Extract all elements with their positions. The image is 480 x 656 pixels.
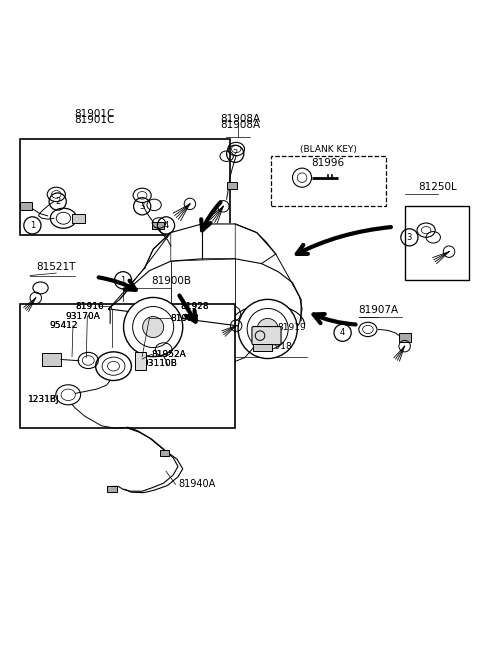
Bar bbox=[108, 486, 117, 493]
Text: 81940A: 81940A bbox=[178, 479, 215, 489]
Text: 81250L: 81250L bbox=[419, 182, 457, 192]
Text: 95412: 95412 bbox=[49, 321, 78, 330]
Circle shape bbox=[257, 318, 278, 339]
Text: 1231BJ: 1231BJ bbox=[28, 395, 59, 404]
Text: 93110B: 93110B bbox=[142, 359, 177, 368]
Text: 81916: 81916 bbox=[75, 302, 104, 311]
Bar bbox=[152, 222, 164, 229]
Text: 93110B: 93110B bbox=[142, 359, 177, 368]
Text: 1: 1 bbox=[30, 221, 35, 230]
Text: 1231BJ: 1231BJ bbox=[28, 395, 59, 404]
Text: 81908A: 81908A bbox=[220, 113, 260, 124]
Text: 81901C: 81901C bbox=[74, 110, 115, 119]
Bar bbox=[135, 352, 145, 370]
Text: 81916: 81916 bbox=[75, 302, 104, 311]
Circle shape bbox=[238, 299, 297, 359]
Text: 81958: 81958 bbox=[171, 314, 200, 323]
FancyBboxPatch shape bbox=[252, 327, 281, 344]
Bar bbox=[399, 333, 410, 342]
Text: 81521T: 81521T bbox=[36, 262, 76, 272]
Bar bbox=[227, 182, 237, 190]
Text: 81952A: 81952A bbox=[152, 350, 186, 359]
Text: 4: 4 bbox=[340, 328, 345, 337]
Polygon shape bbox=[144, 224, 276, 272]
Circle shape bbox=[123, 297, 183, 357]
Text: 81952A: 81952A bbox=[152, 350, 186, 359]
Polygon shape bbox=[109, 259, 302, 332]
Text: 81958: 81958 bbox=[171, 314, 200, 323]
Bar bbox=[72, 215, 85, 223]
Text: 3: 3 bbox=[140, 202, 145, 211]
Text: 81996: 81996 bbox=[312, 158, 345, 169]
Text: 93170A: 93170A bbox=[66, 312, 101, 321]
Text: 81901C: 81901C bbox=[74, 115, 115, 125]
Text: 2: 2 bbox=[55, 197, 60, 206]
Text: 81908A: 81908A bbox=[220, 120, 260, 130]
Text: 1: 1 bbox=[120, 276, 126, 285]
Bar bbox=[21, 304, 235, 428]
Text: 3: 3 bbox=[407, 233, 412, 242]
Text: 81928: 81928 bbox=[180, 302, 209, 311]
Bar bbox=[20, 202, 32, 210]
Bar bbox=[42, 353, 61, 366]
Circle shape bbox=[143, 317, 164, 338]
Text: 81928: 81928 bbox=[180, 302, 209, 311]
Bar bbox=[160, 450, 169, 456]
Text: 93170A: 93170A bbox=[66, 312, 101, 321]
Bar bbox=[253, 344, 273, 351]
Text: 81919: 81919 bbox=[277, 323, 306, 333]
Text: (BLANK KEY): (BLANK KEY) bbox=[300, 144, 357, 154]
Bar bbox=[271, 156, 385, 206]
Text: 81918: 81918 bbox=[263, 342, 292, 351]
Bar bbox=[21, 140, 230, 235]
Bar bbox=[405, 206, 469, 280]
Text: 95412: 95412 bbox=[49, 321, 78, 330]
Text: 2: 2 bbox=[233, 150, 238, 158]
Text: 81900B: 81900B bbox=[151, 276, 191, 286]
Text: 4: 4 bbox=[163, 221, 168, 230]
Text: 81907A: 81907A bbox=[359, 304, 398, 315]
